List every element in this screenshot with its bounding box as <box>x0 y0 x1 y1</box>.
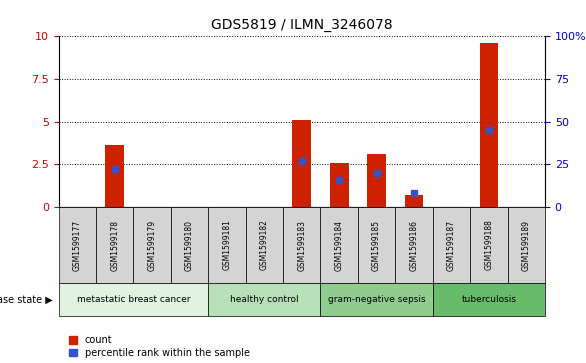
Bar <box>208 207 246 283</box>
Bar <box>470 207 507 283</box>
Bar <box>283 207 321 283</box>
Text: disease state ▶: disease state ▶ <box>0 294 53 305</box>
Text: GSM1599186: GSM1599186 <box>410 220 418 270</box>
Text: GSM1599179: GSM1599179 <box>148 220 156 270</box>
Bar <box>208 283 321 316</box>
Bar <box>432 283 545 316</box>
Bar <box>134 207 171 283</box>
Bar <box>432 207 470 283</box>
Text: GSM1599180: GSM1599180 <box>185 220 194 270</box>
Text: gram-negative sepsis: gram-negative sepsis <box>328 295 425 304</box>
Bar <box>292 120 311 207</box>
Bar <box>367 154 386 207</box>
Text: healthy control: healthy control <box>230 295 299 304</box>
Text: tuberculosis: tuberculosis <box>461 295 516 304</box>
Text: GSM1599178: GSM1599178 <box>110 220 119 270</box>
Text: GSM1599182: GSM1599182 <box>260 220 269 270</box>
Bar <box>330 163 349 207</box>
Bar <box>321 283 432 316</box>
Bar <box>246 207 283 283</box>
Text: metastatic breast cancer: metastatic breast cancer <box>77 295 190 304</box>
Bar <box>358 207 396 283</box>
Bar <box>479 43 498 207</box>
Legend: count, percentile rank within the sample: count, percentile rank within the sample <box>69 335 250 358</box>
Text: GSM1599181: GSM1599181 <box>223 220 231 270</box>
Bar <box>105 146 124 207</box>
Bar <box>507 207 545 283</box>
Bar <box>96 207 134 283</box>
Bar <box>171 207 208 283</box>
Bar <box>59 207 96 283</box>
Text: GSM1599189: GSM1599189 <box>522 220 531 270</box>
Text: GSM1599183: GSM1599183 <box>297 220 306 270</box>
Text: GSM1599185: GSM1599185 <box>372 220 381 270</box>
Text: GSM1599177: GSM1599177 <box>73 220 82 270</box>
Bar <box>396 207 432 283</box>
Bar <box>59 283 208 316</box>
Text: GSM1599187: GSM1599187 <box>447 220 456 270</box>
Text: GSM1599188: GSM1599188 <box>485 220 493 270</box>
Bar <box>321 207 358 283</box>
Title: GDS5819 / ILMN_3246078: GDS5819 / ILMN_3246078 <box>211 19 393 33</box>
Bar <box>405 195 424 207</box>
Text: GSM1599184: GSM1599184 <box>335 220 344 270</box>
